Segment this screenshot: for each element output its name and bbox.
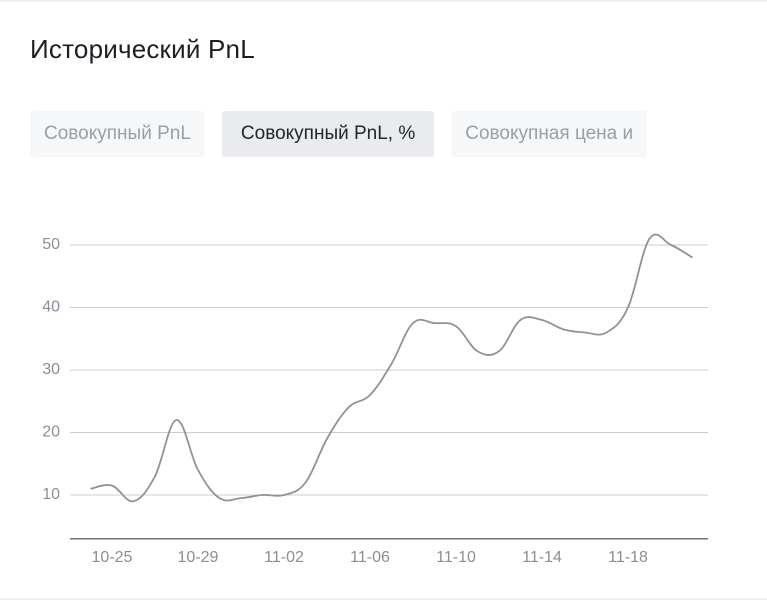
- x-tick-label: 11-10: [436, 549, 476, 566]
- x-tick-label: 10-25: [92, 549, 133, 566]
- tab[interactable]: Совокупный PnL: [30, 111, 205, 157]
- bottom-divider: [0, 598, 767, 600]
- line: [90, 233, 693, 503]
- top-divider: [0, 0, 767, 2]
- x-tick-label: 10-29: [178, 549, 219, 566]
- y-tick-label: 50: [42, 236, 60, 253]
- y-tick-label: 20: [42, 424, 60, 441]
- y-tick-label: 40: [42, 299, 60, 316]
- x-tick-label: 11-18: [608, 549, 648, 566]
- tab[interactable]: Совокупная цена и: [451, 111, 648, 157]
- tab-bar: Совокупный PnL Совокупный PnL, % Совокупна…: [30, 111, 738, 159]
- tab-active[interactable]: Совокупный PnL, %: [221, 111, 435, 157]
- x-tick-label: 11-14: [522, 549, 562, 566]
- x-tick-label: 11-02: [264, 549, 304, 566]
- y-tick-label: 10: [42, 486, 60, 503]
- page-title: Исторический PnL: [30, 34, 255, 64]
- y-tick-label: 30: [42, 361, 60, 378]
- x-tick-label: 11-06: [350, 549, 390, 566]
